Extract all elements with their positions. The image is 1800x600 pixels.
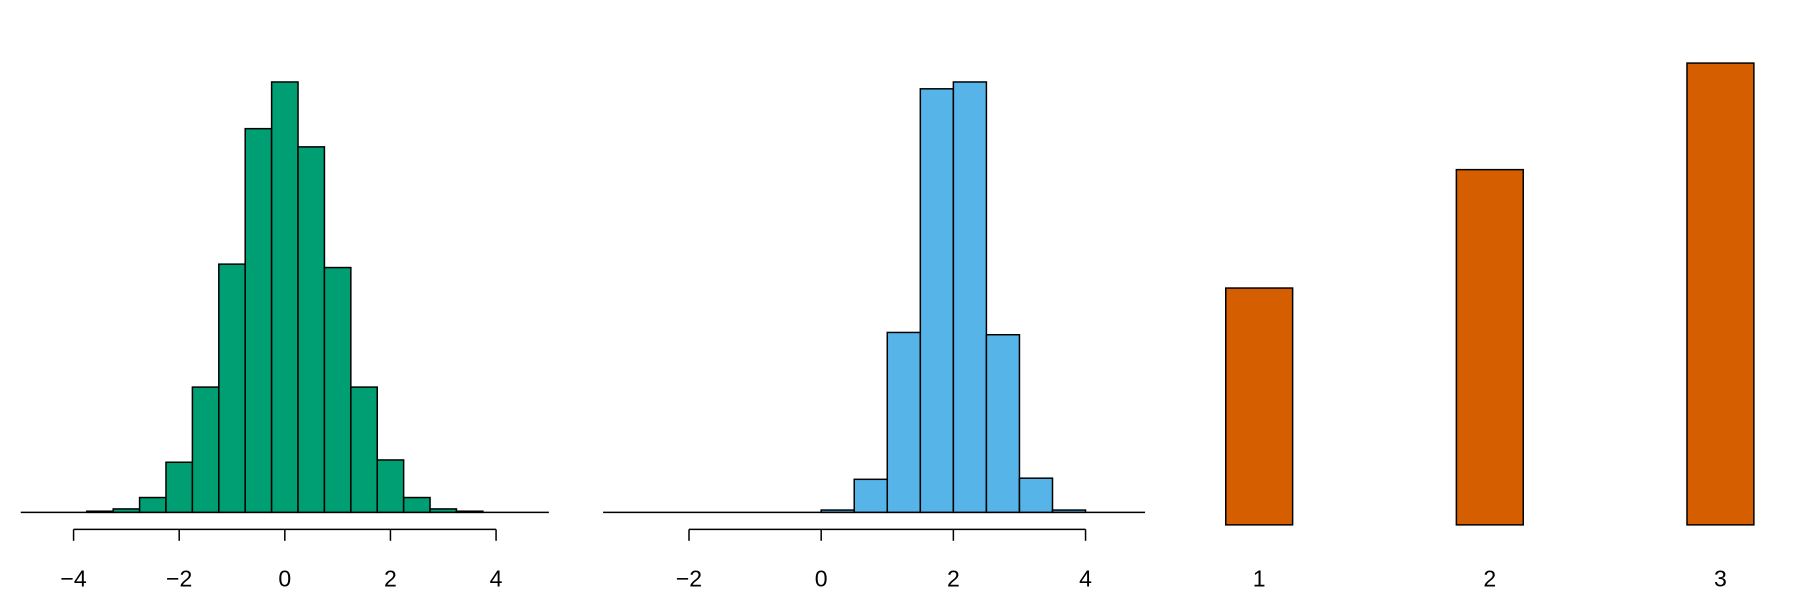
x-tick-label: 2 [947, 566, 960, 592]
x-tick-label: 1 [1253, 566, 1266, 592]
bar [1686, 62, 1755, 526]
hist-bar [350, 386, 378, 514]
hist-bar [985, 333, 1021, 514]
hist-bar [218, 263, 246, 514]
hist-bar [86, 510, 114, 514]
hist-bar [191, 386, 220, 514]
x-tick-label: 3 [1714, 566, 1727, 592]
x-tick-label: 0 [278, 566, 291, 592]
x-tick-label: 4 [490, 566, 503, 592]
hist-bar [112, 508, 141, 514]
x-tick-label: 4 [1079, 566, 1092, 592]
hist-bar [244, 127, 273, 514]
hist-bar [1051, 509, 1087, 514]
hist-bar [402, 496, 431, 514]
x-tick-label: −2 [676, 566, 702, 592]
hist-bar [138, 496, 167, 514]
hist-bar [820, 509, 855, 514]
hist-bar [455, 510, 484, 514]
x-tick-label: 0 [815, 566, 828, 592]
x-tick-label: −2 [166, 566, 192, 592]
hist-bar [429, 508, 458, 514]
hist-bar [297, 146, 326, 514]
hist-bar [323, 266, 352, 514]
hist-bar [376, 459, 405, 514]
hist-bar [1018, 477, 1054, 514]
bar [1455, 168, 1525, 526]
bar [1225, 287, 1294, 526]
hist-bar [270, 81, 299, 514]
x-tick-label: 2 [384, 566, 397, 592]
hist-bar [165, 461, 194, 514]
hist-bar [952, 81, 988, 514]
hist-bar [886, 331, 922, 514]
hist-bar [919, 88, 955, 514]
hist-bar [853, 478, 889, 514]
x-tick-label: −4 [60, 566, 87, 592]
x-tick-label: 2 [1483, 566, 1496, 592]
